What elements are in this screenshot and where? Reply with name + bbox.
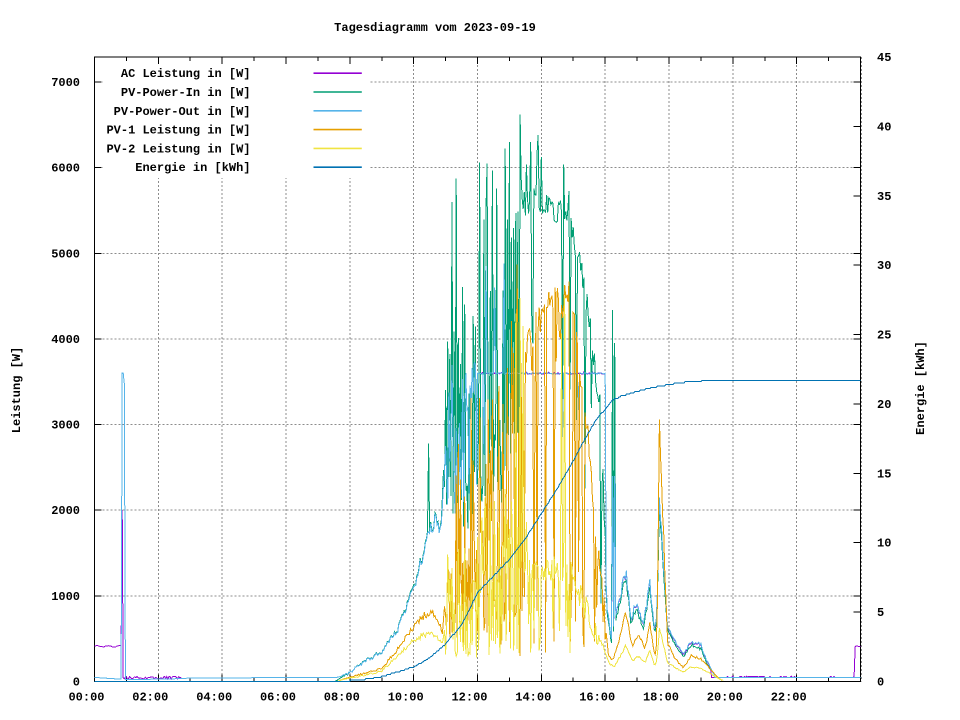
svg-text:06:00: 06:00 bbox=[260, 691, 296, 705]
svg-text:Leistung [W]: Leistung [W] bbox=[10, 347, 24, 433]
svg-text:PV-1 Leistung in [W]: PV-1 Leistung in [W] bbox=[106, 124, 250, 138]
svg-text:04:00: 04:00 bbox=[196, 691, 232, 705]
svg-text:5: 5 bbox=[877, 606, 884, 620]
svg-text:Energie [kWh]: Energie [kWh] bbox=[914, 341, 928, 435]
svg-text:00:00: 00:00 bbox=[68, 691, 104, 705]
svg-text:6000: 6000 bbox=[51, 162, 80, 176]
svg-text:0: 0 bbox=[73, 676, 80, 690]
svg-text:22:00: 22:00 bbox=[771, 691, 807, 705]
svg-text:30: 30 bbox=[877, 259, 891, 273]
svg-text:AC Leistung in [W]: AC Leistung in [W] bbox=[121, 67, 251, 81]
svg-text:10:00: 10:00 bbox=[388, 691, 424, 705]
svg-text:3000: 3000 bbox=[51, 419, 80, 433]
svg-text:16:00: 16:00 bbox=[579, 691, 615, 705]
svg-text:0: 0 bbox=[877, 676, 884, 690]
svg-text:Tagesdiagramm vom 2023-09-19: Tagesdiagramm vom 2023-09-19 bbox=[334, 21, 536, 35]
svg-text:2000: 2000 bbox=[51, 504, 80, 518]
svg-text:20: 20 bbox=[877, 398, 891, 412]
svg-text:18:00: 18:00 bbox=[643, 691, 679, 705]
svg-text:15: 15 bbox=[877, 467, 891, 481]
svg-text:45: 45 bbox=[877, 51, 891, 65]
svg-text:1000: 1000 bbox=[51, 590, 80, 604]
svg-text:25: 25 bbox=[877, 329, 891, 343]
svg-text:12:00: 12:00 bbox=[451, 691, 487, 705]
svg-text:35: 35 bbox=[877, 190, 891, 204]
svg-text:Energie in [kWh]: Energie in [kWh] bbox=[135, 161, 250, 175]
svg-text:5000: 5000 bbox=[51, 247, 80, 261]
svg-text:02:00: 02:00 bbox=[132, 691, 168, 705]
svg-text:08:00: 08:00 bbox=[324, 691, 360, 705]
svg-text:PV-Power-In in [W]: PV-Power-In in [W] bbox=[121, 86, 251, 100]
svg-text:20:00: 20:00 bbox=[707, 691, 743, 705]
svg-text:14:00: 14:00 bbox=[515, 691, 551, 705]
svg-text:PV-2 Leistung in [W]: PV-2 Leistung in [W] bbox=[106, 142, 250, 156]
svg-text:10: 10 bbox=[877, 537, 891, 551]
svg-text:4000: 4000 bbox=[51, 333, 80, 347]
svg-text:PV-Power-Out in [W]: PV-Power-Out in [W] bbox=[114, 105, 251, 119]
svg-text:7000: 7000 bbox=[51, 76, 80, 90]
svg-text:40: 40 bbox=[877, 120, 891, 134]
